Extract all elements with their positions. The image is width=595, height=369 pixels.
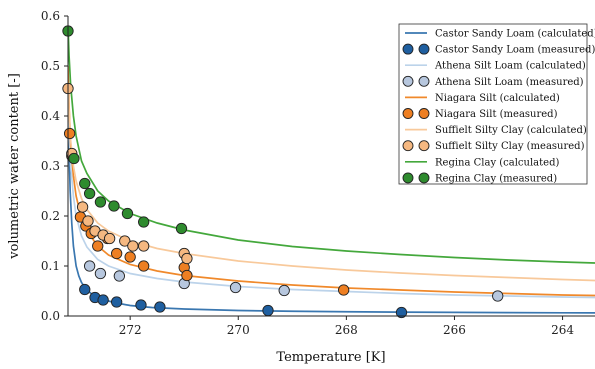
data-point-suffielt-silty-clay-measured xyxy=(181,252,193,265)
data-point-suffielt-silty-clay-measured xyxy=(138,240,150,252)
data-point-athena-silt-loam-measured xyxy=(492,290,504,302)
data-point-regina-clay-measured xyxy=(79,177,91,190)
x-tick-label: 264 xyxy=(551,323,574,337)
data-point-regina-clay-measured xyxy=(121,207,134,220)
x-tick-label: 270 xyxy=(227,323,250,337)
y-tick-label: 0.0 xyxy=(41,309,60,323)
legend-entry-label: Athena Silt Loam (measured) xyxy=(434,77,584,88)
data-point-niagara-silt-measured xyxy=(181,269,193,282)
legend-box xyxy=(398,23,588,185)
data-point-regina-clay-measured xyxy=(83,187,96,200)
x-tick-label: 266 xyxy=(443,323,466,337)
data-point-niagara-silt-measured xyxy=(124,251,136,263)
legend-entry-label: Niagara Silt (calculated) xyxy=(435,93,560,104)
data-point-castor-sandy-loam-measured xyxy=(79,283,91,296)
legend-marker-swatch xyxy=(418,140,430,152)
data-point-castor-sandy-loam-measured xyxy=(154,301,166,313)
y-axis-label: volumetric water content [-] xyxy=(7,73,22,260)
legend-marker-swatch xyxy=(402,172,414,184)
legend-marker-swatch xyxy=(418,172,430,184)
data-point-niagara-silt-measured xyxy=(92,240,104,252)
y-tick-label: 0.5 xyxy=(41,59,60,73)
data-point-regina-clay-measured xyxy=(138,216,150,228)
legend-entry-label: Regina Clay (calculated) xyxy=(435,157,559,168)
ticks: 0.0 0.1 0.2 0.3 0.4 0.5 0.6 272 270 268 266 264 xyxy=(41,9,574,337)
data-point-suffielt-silty-clay-measured xyxy=(119,235,131,247)
x-tick-label: 272 xyxy=(119,323,142,337)
legend-marker-swatch xyxy=(418,43,430,55)
data-point-niagara-silt-measured xyxy=(110,247,123,260)
data-point-suffielt-silty-clay-measured xyxy=(127,240,139,252)
y-tick-label: 0.6 xyxy=(41,9,60,23)
series-points xyxy=(62,25,504,319)
data-point-athena-silt-loam-measured xyxy=(94,267,107,280)
data-point-castor-sandy-loam-measured xyxy=(135,299,147,311)
data-point-athena-silt-loam-measured xyxy=(113,270,125,282)
data-point-niagara-silt-measured xyxy=(63,127,76,140)
y-tick-label: 0.2 xyxy=(41,209,60,223)
data-point-regina-clay-measured xyxy=(108,200,120,212)
data-point-castor-sandy-loam-measured xyxy=(395,306,408,319)
data-point-athena-silt-loam-measured xyxy=(229,281,242,294)
legend-marker-swatch xyxy=(402,140,414,152)
legend-marker-swatch xyxy=(402,108,414,119)
y-tick-label: 0.4 xyxy=(41,109,60,123)
legend-entry-label: Niagara Silt (measured) xyxy=(435,109,558,120)
data-point-regina-clay-measured xyxy=(175,222,188,235)
legend-entry-label: Suffielt Silty Clay (measured) xyxy=(435,141,585,152)
legend-marker-swatch xyxy=(418,75,430,87)
data-point-castor-sandy-loam-measured xyxy=(110,296,123,308)
legend-marker-swatch xyxy=(402,43,414,55)
data-point-castor-sandy-loam-measured xyxy=(262,304,274,317)
legend-marker-swatch xyxy=(418,108,430,119)
legend-entry-label: Castor Sandy Loam (measured) xyxy=(435,45,595,56)
data-point-regina-clay-measured xyxy=(68,152,80,165)
data-point-castor-sandy-loam-measured xyxy=(97,294,109,306)
data-point-suffielt-silty-clay-measured xyxy=(76,201,89,213)
x-tick-label: 268 xyxy=(335,323,358,337)
y-tick-label: 0.1 xyxy=(41,259,60,273)
legend-entry-label: Castor Sandy Loam (calculated) xyxy=(435,29,595,40)
legend-entry-label: Suffielt Silty Clay (calculated) xyxy=(435,125,587,136)
legend-entry-label: Regina Clay (measured) xyxy=(435,173,557,184)
y-tick-label: 0.3 xyxy=(41,159,60,173)
x-axis-label: Temperature [K] xyxy=(276,350,385,365)
data-point-suffielt-silty-clay-measured xyxy=(82,215,94,227)
data-point-niagara-silt-measured xyxy=(138,260,150,272)
data-point-suffielt-silty-clay-measured xyxy=(103,232,116,245)
legend: Castor Sandy Loam (calculated) Castor San… xyxy=(398,23,595,185)
data-point-niagara-silt-measured xyxy=(338,284,350,296)
series-line-athena-silt-loam-calculated xyxy=(68,95,595,299)
legend-marker-swatch xyxy=(402,75,414,87)
legend-entry-label: Athena Silt Loam (calculated) xyxy=(434,61,586,72)
data-point-athena-silt-loam-measured xyxy=(83,260,96,272)
data-point-regina-clay-measured xyxy=(94,196,107,208)
data-point-athena-silt-loam-measured xyxy=(278,284,290,297)
